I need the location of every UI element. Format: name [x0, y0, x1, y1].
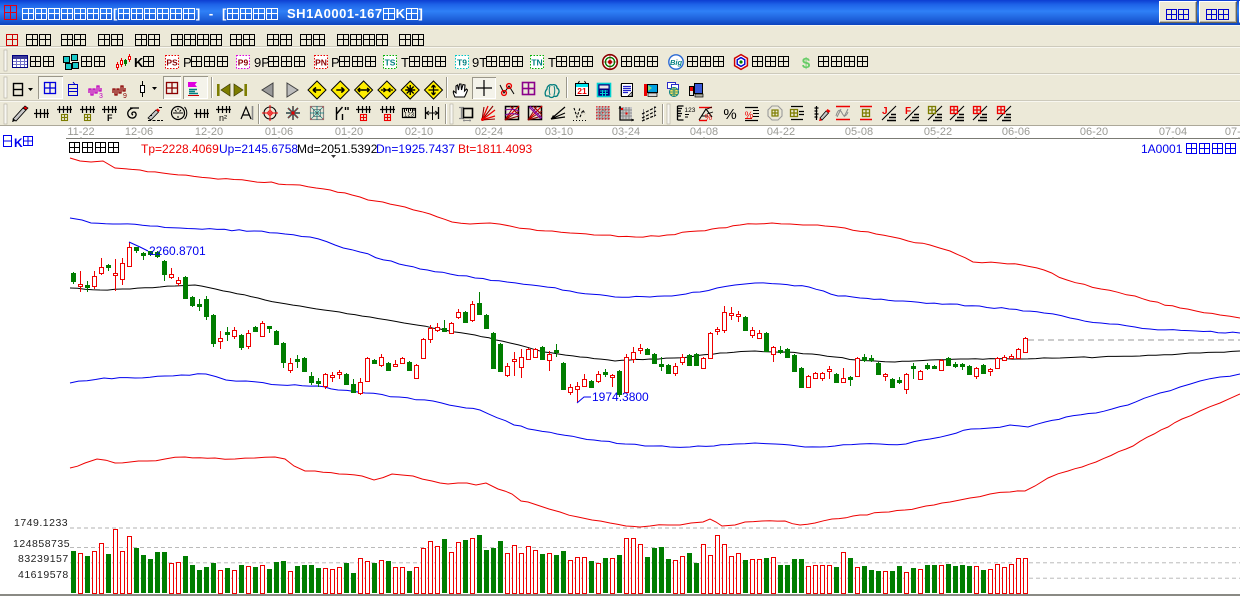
- svg-text:123: 123: [404, 113, 415, 119]
- svg-text:83239157: 83239157: [18, 553, 69, 565]
- svg-text:1A0001: 1A0001: [1141, 142, 1183, 156]
- svg-text:Big: Big: [670, 58, 683, 67]
- svg-text:F: F: [107, 113, 113, 123]
- svg-text:PN: PN: [315, 58, 327, 68]
- svg-text:K: K: [14, 136, 23, 150]
- svg-text:05-08: 05-08: [845, 126, 873, 138]
- svg-text:2260.8701: 2260.8701: [149, 244, 206, 258]
- svg-text:J: J: [882, 106, 888, 117]
- svg-text:3: 3: [99, 93, 103, 100]
- svg-text:06-20: 06-20: [1080, 126, 1108, 138]
- svg-text:9P: 9P: [254, 55, 270, 70]
- svg-text:02-24: 02-24: [475, 126, 503, 138]
- svg-text:03-24: 03-24: [612, 126, 640, 138]
- svg-text:9T: 9T: [472, 55, 487, 70]
- svg-text:%: %: [745, 110, 754, 121]
- svg-text:06-06: 06-06: [1002, 126, 1030, 138]
- svg-text:Md=2051.5392: Md=2051.5392: [297, 142, 378, 156]
- svg-text:Tp=2228.4069: Tp=2228.4069: [141, 142, 219, 156]
- svg-text:1974.3800: 1974.3800: [592, 390, 649, 404]
- svg-text:Dn=1925.7437: Dn=1925.7437: [376, 142, 455, 156]
- svg-text:12-20: 12-20: [195, 126, 223, 138]
- svg-text:Up=2145.6758: Up=2145.6758: [219, 142, 298, 156]
- svg-text:PS: PS: [166, 58, 178, 68]
- svg-text:123: 123: [685, 107, 696, 114]
- svg-text:07-04: 07-04: [1159, 126, 1187, 138]
- svg-text:$: $: [802, 55, 811, 72]
- svg-text:TS: TS: [385, 58, 396, 68]
- svg-text:41619578: 41619578: [18, 569, 69, 581]
- svg-text:02-10: 02-10: [405, 126, 433, 138]
- svg-text:11-22: 11-22: [67, 126, 94, 138]
- svg-text:01-06: 01-06: [265, 126, 293, 138]
- svg-text:124858735: 124858735: [13, 538, 70, 550]
- svg-text:P: P: [331, 55, 340, 70]
- svg-text:21: 21: [577, 86, 587, 96]
- svg-text:1749.1233: 1749.1233: [14, 517, 68, 529]
- svg-text:07-18: 07-18: [1225, 126, 1240, 138]
- svg-text:%: %: [705, 113, 712, 122]
- svg-text:05-22: 05-22: [924, 126, 952, 138]
- svg-text:F: F: [905, 106, 911, 117]
- svg-text:Bt=1811.4093: Bt=1811.4093: [458, 142, 533, 156]
- svg-text:K: K: [134, 55, 144, 70]
- svg-text:9: 9: [123, 93, 127, 100]
- svg-text:04-22: 04-22: [767, 126, 795, 138]
- svg-text:04-08: 04-08: [690, 126, 718, 138]
- svg-text:T9: T9: [457, 58, 467, 68]
- svg-text:%: %: [723, 106, 736, 123]
- svg-text:T: T: [548, 55, 556, 70]
- svg-text:P9: P9: [238, 58, 249, 68]
- svg-text:T: T: [401, 55, 409, 70]
- svg-text:n²: n²: [219, 113, 227, 123]
- svg-text:01-20: 01-20: [335, 126, 363, 138]
- svg-text:03-10: 03-10: [545, 126, 573, 138]
- svg-text:TN: TN: [531, 58, 542, 68]
- svg-text:12-06: 12-06: [125, 126, 153, 138]
- svg-text:P: P: [183, 55, 192, 70]
